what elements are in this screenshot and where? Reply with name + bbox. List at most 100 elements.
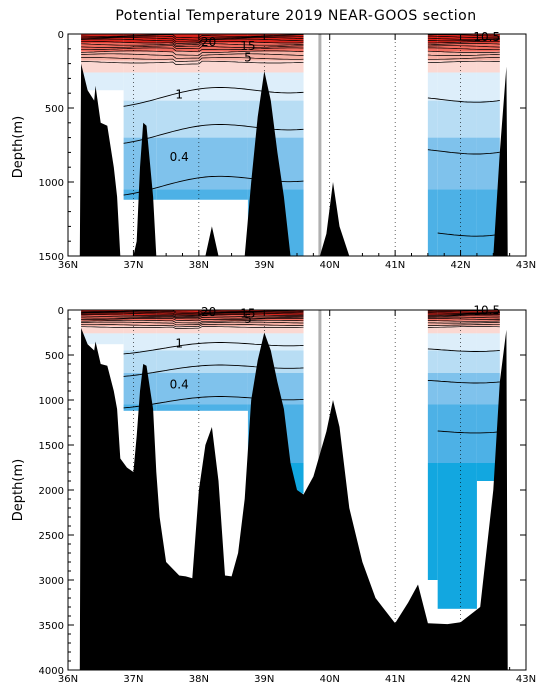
- temperature-band: [427, 100, 438, 138]
- contour-line: [81, 315, 304, 318]
- temperature-band: [123, 315, 157, 321]
- contour-line: [427, 53, 500, 56]
- temperature-band: [437, 42, 477, 52]
- temperature-band: [123, 320, 157, 327]
- contour-line: [427, 379, 500, 384]
- temperature-band: [427, 350, 438, 373]
- y-tick-label: 500: [45, 351, 64, 362]
- contour-label: 20: [201, 35, 216, 49]
- y-tick-label: 3500: [39, 621, 64, 632]
- contour-line: [81, 35, 304, 41]
- x-tick-label: 40N: [320, 260, 340, 271]
- contour-line: [81, 310, 304, 315]
- x-tick-label: 40N: [320, 674, 340, 685]
- contour-line: [81, 60, 304, 65]
- contour-line: [427, 320, 500, 322]
- y-tick-label: 1500: [39, 252, 64, 263]
- contour-label: 0.4: [170, 150, 189, 164]
- temperature-band: [476, 326, 500, 334]
- temperature-band: [427, 326, 438, 334]
- x-tick-label: 41N: [385, 260, 405, 271]
- contour-line: [427, 60, 500, 64]
- temperature-band: [427, 320, 438, 327]
- temperature-band: [437, 100, 477, 138]
- temperature-band: [427, 72, 438, 101]
- temperature-band: [476, 137, 500, 190]
- temperature-band: [156, 333, 248, 351]
- x-tick-label: 41N: [385, 674, 405, 685]
- contour-line: [427, 318, 500, 320]
- temperature-band: [437, 315, 477, 321]
- temperature-band: [156, 350, 248, 373]
- temperature-band: [437, 72, 477, 101]
- x-tick-label: 43N: [516, 260, 536, 271]
- y-tick-label: 500: [45, 104, 64, 115]
- x-tick-label: 36N: [58, 674, 78, 685]
- x-tick-label: 37N: [123, 674, 143, 685]
- x-tick-label: 37N: [123, 260, 143, 271]
- temperature-band: [247, 42, 304, 52]
- temperature-band: [247, 60, 304, 73]
- temperature-band: [156, 42, 248, 52]
- temperature-band: [247, 320, 304, 327]
- temperature-band: [81, 326, 124, 334]
- y-tick-label: 2500: [39, 531, 64, 542]
- temperature-band: [123, 350, 157, 373]
- contour-label: 5: [244, 51, 252, 65]
- y-tick-label: 0: [58, 30, 64, 41]
- temperature-band: [476, 404, 500, 463]
- temperature-band: [427, 463, 438, 580]
- contour-line: [427, 35, 500, 39]
- temperature-band: [437, 333, 477, 351]
- temperature-band: [437, 60, 477, 73]
- x-tick-label: 36N: [58, 260, 78, 271]
- y-tick-label: 1000: [39, 396, 64, 407]
- plot-area: [79, 310, 508, 670]
- temperature-band: [156, 189, 248, 200]
- contour-line: [427, 321, 500, 324]
- data-column: [427, 310, 438, 580]
- contour-label: 15: [240, 39, 255, 53]
- temperature-band: [247, 51, 304, 61]
- temperature-band: [427, 189, 438, 256]
- contour-line: [81, 311, 304, 316]
- temperature-band: [123, 100, 157, 138]
- temperature-band: [247, 326, 304, 334]
- contour-line: [81, 314, 304, 318]
- contour-line: [427, 37, 500, 40]
- contour-line: [427, 40, 500, 44]
- contour-line: [427, 326, 500, 328]
- temperature-band: [156, 315, 248, 321]
- temperature-band: [81, 320, 124, 327]
- temperature-band: [156, 137, 248, 190]
- temperature-band: [81, 72, 124, 91]
- temperature-band: [476, 333, 500, 351]
- contour-line: [81, 38, 304, 44]
- contour-lines: [81, 34, 500, 237]
- temperature-band: [123, 310, 157, 316]
- y-tick-label: 1000: [39, 178, 64, 189]
- contour-line: [81, 310, 304, 313]
- data-column: [156, 310, 248, 411]
- temperature-band: [123, 42, 157, 52]
- temperature-band: [81, 34, 124, 43]
- contour-lines: [81, 310, 500, 434]
- contour-line: [81, 57, 304, 63]
- contour-line: [427, 45, 500, 48]
- temperature-band: [427, 137, 438, 190]
- temperature-band: [156, 34, 248, 43]
- x-tick-label: 43N: [516, 674, 536, 685]
- contour-line: [427, 348, 500, 352]
- contour-label: 1: [175, 88, 183, 102]
- contour-line: [427, 34, 500, 37]
- temperature-band: [476, 34, 500, 43]
- contour-line: [427, 47, 500, 51]
- temperature-band: [427, 333, 438, 351]
- temperature-band: [247, 310, 304, 316]
- contour-line: [81, 50, 304, 56]
- temperature-band: [123, 60, 157, 73]
- contour-line: [81, 53, 304, 59]
- temperature-band: [476, 373, 500, 405]
